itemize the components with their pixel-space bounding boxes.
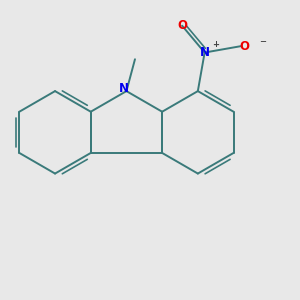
Text: O: O: [177, 19, 187, 32]
Text: −: −: [259, 37, 266, 46]
Text: N: N: [118, 82, 128, 95]
Text: O: O: [239, 40, 249, 52]
Text: N: N: [200, 46, 210, 59]
Text: +: +: [212, 40, 219, 49]
